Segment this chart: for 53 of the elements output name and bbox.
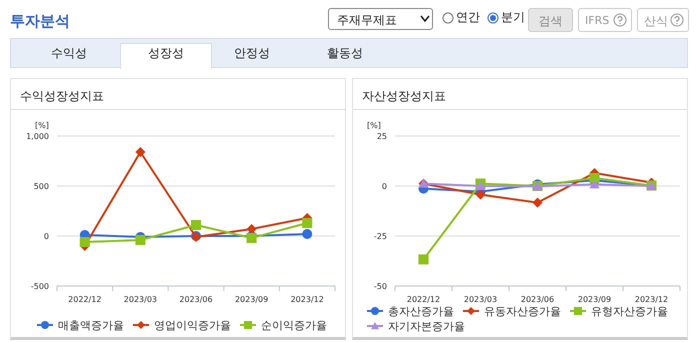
point: [135, 147, 146, 157]
point: [476, 190, 486, 200]
y-tick-label: -25: [374, 232, 387, 241]
text: 주재무제표: [328, 8, 433, 30]
text: 연간: [456, 9, 480, 26]
text: 분기: [501, 9, 525, 26]
y-tick-label: 500: [34, 182, 49, 191]
chart-title: 수익성장성지표: [20, 88, 104, 105]
text: 수익성: [50, 45, 88, 62]
point: [590, 173, 600, 183]
point: [80, 237, 90, 247]
x-tick-label: 2023/06: [520, 295, 554, 304]
point: [191, 220, 201, 230]
y-tick-label: 25: [376, 132, 387, 141]
point: [135, 235, 146, 245]
legend-label: 유동자산증가율: [484, 305, 561, 318]
y-tick-label: -50: [374, 282, 387, 291]
text: 활동성: [326, 45, 364, 62]
legend-label: 영업이익증가율: [154, 319, 231, 332]
text: 검색: [528, 8, 573, 32]
legend-label: 매출액증가율: [58, 319, 124, 332]
x-tick-label: 2022/12: [68, 295, 102, 304]
point: [302, 229, 312, 239]
x-tick-label: 2023/12: [634, 295, 668, 304]
x-tick-label: 2023/09: [578, 295, 612, 304]
x-tick-label: 2023/09: [234, 295, 268, 304]
point: [246, 224, 257, 234]
text: 투자분석: [10, 12, 70, 31]
x-tick-label: 2023/03: [124, 295, 158, 304]
x-tick-label: 2023/03: [464, 295, 498, 304]
x-tick-label: 2022/12: [406, 295, 440, 304]
chart-title: 자산성장성지표: [362, 88, 446, 105]
legend-label: 자기자본증가율: [388, 320, 465, 333]
point: [476, 181, 486, 190]
text: 성장성: [147, 45, 185, 62]
y-tick-label: 0: [44, 232, 49, 241]
y-tick-label: 1,000: [26, 132, 49, 141]
point: [418, 254, 428, 264]
legend-label: 유형자산증가율: [591, 305, 668, 318]
legend-label: 순이익증가율: [261, 319, 327, 332]
x-tick-label: 2023/12: [290, 295, 324, 304]
y-axis-title: [%]: [367, 121, 381, 130]
legend-label: 총자산증가율: [388, 305, 454, 318]
point: [532, 198, 542, 208]
point: [590, 179, 600, 188]
point: [302, 218, 312, 228]
y-tick-label: 0: [382, 182, 387, 191]
y-axis-title: [%]: [35, 121, 49, 130]
text: IFRS: [578, 8, 632, 32]
text: 안정성: [233, 45, 271, 62]
x-tick-label: 2023/06: [179, 295, 213, 304]
text: 산식: [637, 8, 689, 32]
y-tick-label: -500: [30, 282, 49, 291]
